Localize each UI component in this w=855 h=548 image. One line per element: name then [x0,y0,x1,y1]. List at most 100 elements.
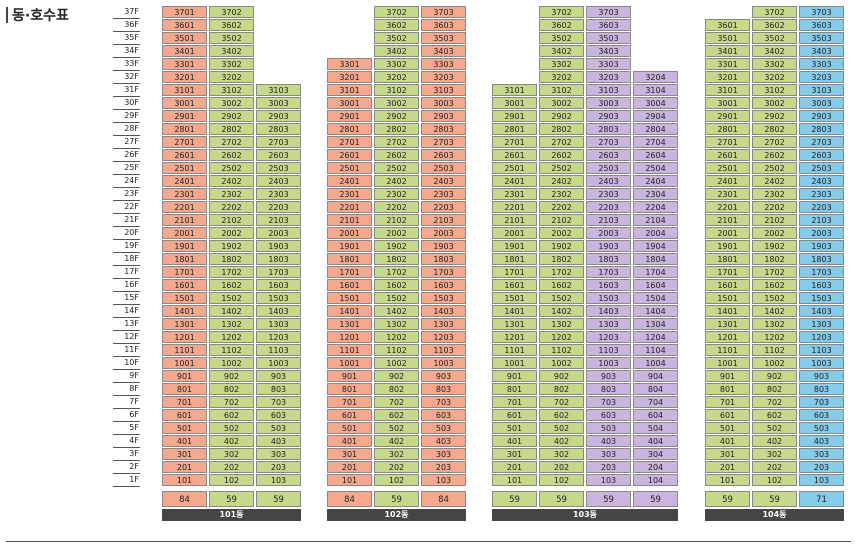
unit-cell: 3502 [374,32,419,44]
unit-cell: 1201 [492,331,537,343]
unit-cell: 3103 [421,84,466,96]
unit-cell: 2901 [492,110,537,122]
unit-cell: 1004 [633,357,678,369]
unit-cell: 3602 [209,19,254,31]
unit-cell: 1602 [209,279,254,291]
area-cell: 59 [633,491,678,507]
unit-cell: 1002 [752,357,797,369]
unit-cell: 1301 [705,318,750,330]
unit-cell: 1704 [633,266,678,278]
unit-cell: 1501 [705,292,750,304]
unit-cell: 2502 [374,162,419,174]
unit-cell: 3302 [209,58,254,70]
unit-cell: 2901 [705,110,750,122]
unit-cell: 2001 [705,227,750,239]
unit-cell: 1001 [327,357,372,369]
unit-cell: 3004 [633,97,678,109]
unit-cell: 1503 [799,292,844,304]
floor-label: 24F [113,175,140,188]
unit-cell: 2203 [586,201,631,213]
unit-cell: 801 [327,383,372,395]
area-cell: 71 [799,491,844,507]
unit-cell: 3702 [209,6,254,18]
unit-cell: 2001 [327,227,372,239]
unit-cell: 1601 [162,279,207,291]
unit-cell: 502 [539,422,584,434]
unit-cell: 1301 [492,318,537,330]
unit-cell: 3503 [421,32,466,44]
unit-cell: 502 [374,422,419,434]
unit-cell: 1901 [327,240,372,252]
unit-cell: 3302 [752,58,797,70]
unit-cell: 301 [492,448,537,460]
unit-cell: 802 [209,383,254,395]
unit-cell: 3402 [539,45,584,57]
unit-cell: 1501 [492,292,537,304]
floor-label: 19F [113,240,140,253]
unit-cell: 2402 [752,175,797,187]
unit-cell: 1803 [586,253,631,265]
unit-cell: 701 [705,396,750,408]
unit-cell: 3003 [256,97,301,109]
unit-cell: 1202 [539,331,584,343]
unit-cell: 703 [256,396,301,408]
unit-cell: 2603 [799,149,844,161]
unit-cell: 3703 [586,6,631,18]
unit-cell: 3501 [705,32,750,44]
unit-cell: 503 [256,422,301,434]
floor-label: 35F [113,32,140,45]
unit-cell: 1903 [799,240,844,252]
unit-cell: 703 [586,396,631,408]
unit-cell: 2103 [256,214,301,226]
unit-cell: 102 [539,474,584,486]
unit-cell: 1602 [752,279,797,291]
unit-cell: 2201 [705,201,750,213]
unit-cell: 2802 [752,123,797,135]
unit-cell: 3402 [209,45,254,57]
unit-cell: 803 [586,383,631,395]
unit-cell: 901 [705,370,750,382]
unit-cell: 603 [256,409,301,421]
unit-cell: 2602 [374,149,419,161]
unit-cell: 401 [327,435,372,447]
unit-cell: 602 [374,409,419,421]
unit-cell: 502 [752,422,797,434]
unit-cell: 3101 [162,84,207,96]
unit-cell: 903 [256,370,301,382]
unit-cell: 1002 [374,357,419,369]
unit-cell: 2603 [421,149,466,161]
unit-cell: 902 [752,370,797,382]
unit-cell: 2703 [421,136,466,148]
unit-cell: 1302 [209,318,254,330]
unit-cell: 2502 [752,162,797,174]
unit-cell: 1603 [799,279,844,291]
unit-cell: 1703 [421,266,466,278]
unit-cell: 2302 [539,188,584,200]
unit-cell: 1203 [586,331,631,343]
unit-cell: 2103 [421,214,466,226]
unit-cell: 2902 [374,110,419,122]
unit-cell: 3602 [752,19,797,31]
unit-cell: 2004 [633,227,678,239]
unit-cell: 503 [586,422,631,434]
unit-cell: 2101 [327,214,372,226]
unit-cell: 1301 [162,318,207,330]
unit-cell: 1003 [799,357,844,369]
unit-cell: 2703 [586,136,631,148]
unit-cell: 3002 [374,97,419,109]
unit-cell: 2701 [327,136,372,148]
unit-cell: 2303 [799,188,844,200]
unit-cell: 2903 [799,110,844,122]
unit-cell: 3202 [752,71,797,83]
unit-cell: 1402 [752,305,797,317]
unit-cell: 2203 [421,201,466,213]
unit-cell: 2203 [256,201,301,213]
unit-cell: 203 [421,461,466,473]
unit-cell: 301 [327,448,372,460]
unit-cell: 2402 [209,175,254,187]
unit-cell: 1902 [539,240,584,252]
unit-cell: 203 [586,461,631,473]
unit-cell: 302 [752,448,797,460]
unit-cell: 2603 [586,149,631,161]
unit-cell: 2503 [799,162,844,174]
